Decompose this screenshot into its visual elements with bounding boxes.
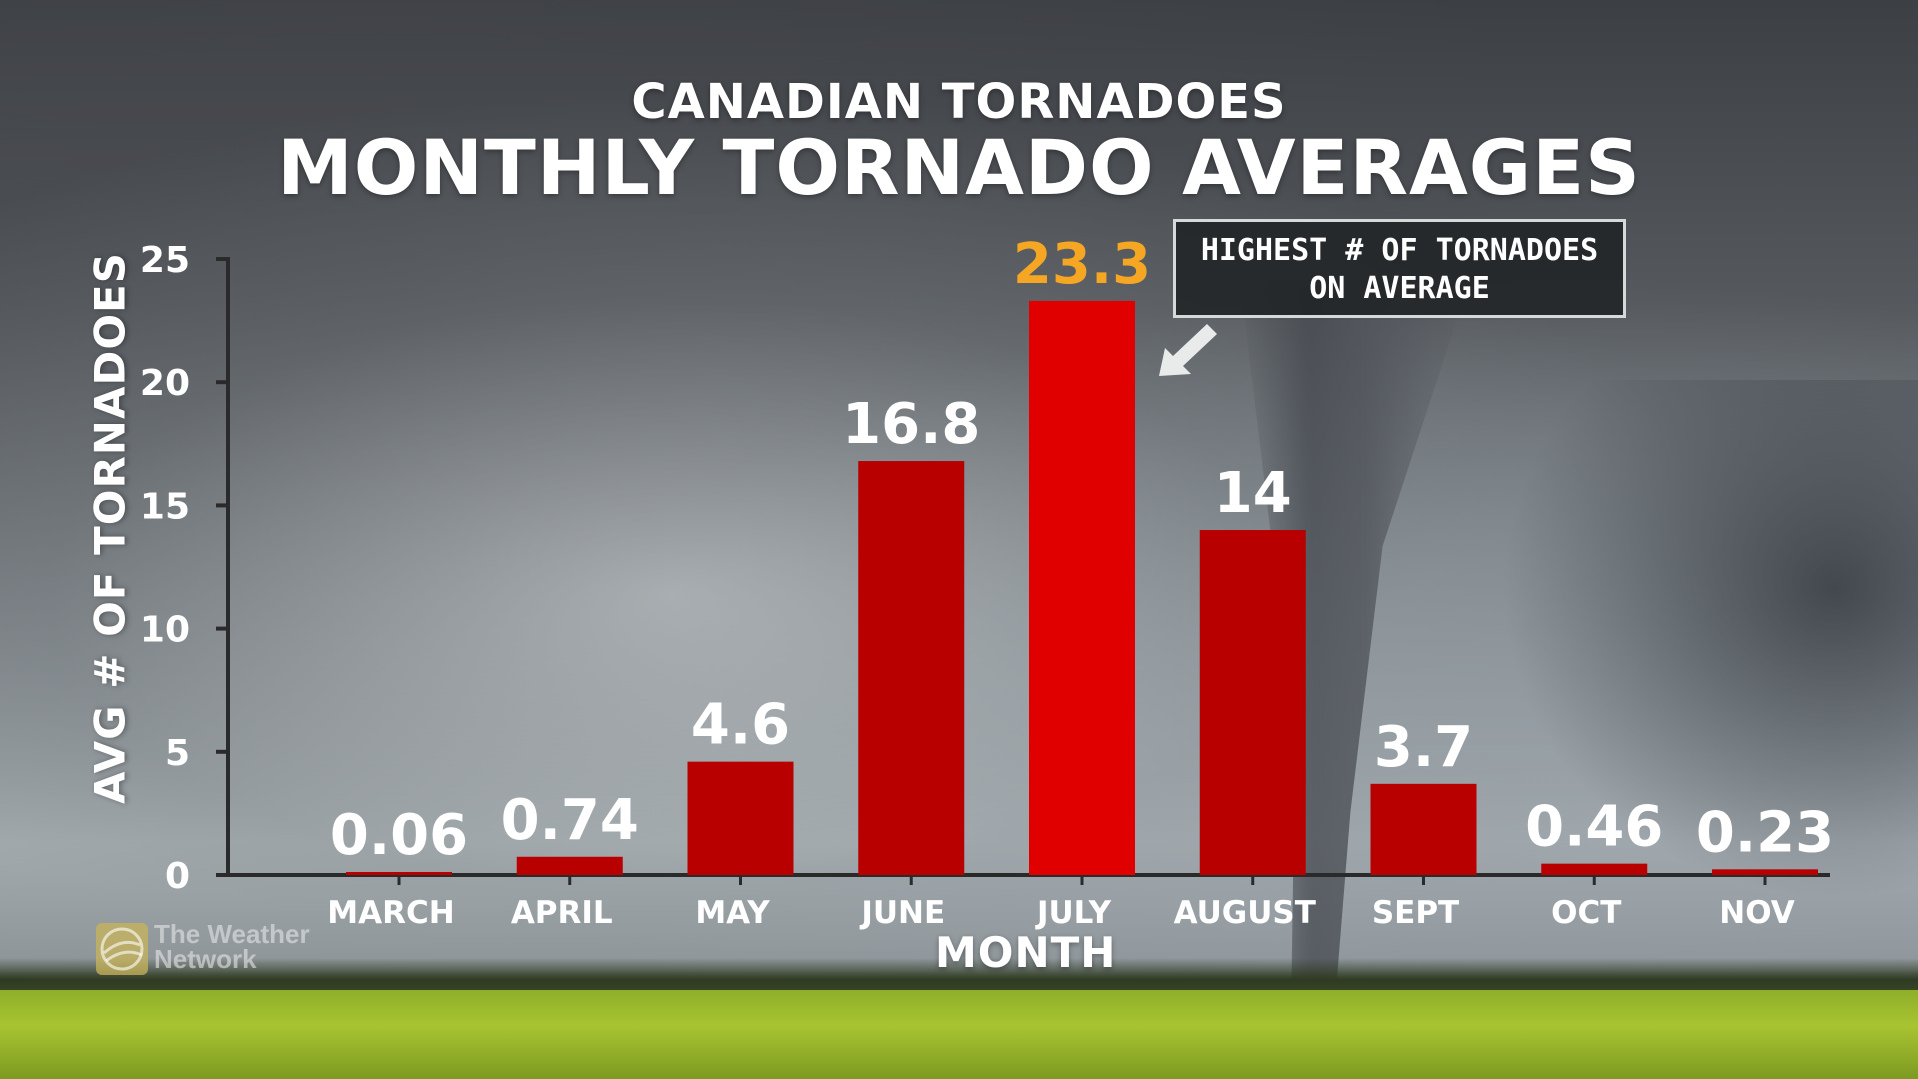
bar-july <box>1029 300 1135 875</box>
callout-arrow-icon <box>1159 324 1217 376</box>
data-label-nov: 0.23 <box>1696 800 1834 865</box>
bar-august <box>1199 530 1306 875</box>
globe-icon <box>96 923 148 975</box>
logo-text-line-1: The Weather <box>154 919 310 949</box>
chart-title: MONTHLY TORNADO AVERAGES <box>277 123 1641 212</box>
chart-bars <box>346 300 1818 875</box>
x-tick-label-nov: NOV <box>1719 895 1794 931</box>
canola-field-background <box>0 990 1918 1079</box>
data-label-august: 14 <box>1214 461 1292 526</box>
data-label-july: 23.3 <box>1013 232 1151 297</box>
y-tick-label: 25 <box>140 240 190 281</box>
bar-june <box>858 461 965 875</box>
bar-oct <box>1541 863 1648 875</box>
x-tick-label-august: AUGUST <box>1174 895 1316 931</box>
x-tick-label-april: APRIL <box>511 895 613 931</box>
x-tick-label-sept: SEPT <box>1372 895 1459 931</box>
x-tick-label-june: JUNE <box>859 895 945 931</box>
chart-subtitle: CANADIAN TORNADOES <box>631 74 1287 130</box>
bar-march <box>346 872 452 875</box>
y-tick-label: 20 <box>140 363 190 404</box>
x-axis-label: MONTH <box>935 928 1117 977</box>
y-tick-label: 10 <box>140 610 190 651</box>
callout-line-1: HIGHEST # OF TORNADOES <box>1200 233 1599 268</box>
data-label-march: 0.06 <box>330 803 468 868</box>
data-label-may: 4.6 <box>691 693 790 758</box>
data-label-sept: 3.7 <box>1374 715 1473 780</box>
x-tick-label-oct: OCT <box>1551 895 1621 931</box>
x-tick-label-july: JULY <box>1035 895 1112 931</box>
y-tick-label: 5 <box>165 733 190 774</box>
y-tick-label: 15 <box>140 486 190 527</box>
bar-may <box>687 761 794 875</box>
bar-april <box>516 856 623 875</box>
x-tick-label-may: MAY <box>695 895 770 931</box>
y-tick-label: 0 <box>165 856 190 897</box>
logo-text-line-2: Network <box>154 944 257 974</box>
chart-axes: 0 5 10 15 20 25 <box>140 240 1830 897</box>
weather-network-logo: The Weather Network <box>96 920 336 980</box>
data-label-oct: 0.46 <box>1525 795 1663 860</box>
data-label-april: 0.74 <box>501 788 639 853</box>
storm-cloud-background <box>1500 380 1918 900</box>
peak-callout-box: HIGHEST # OF TORNADOES ON AVERAGE <box>1173 219 1626 318</box>
data-label-june: 16.8 <box>842 392 980 457</box>
x-tick-label-march: MARCH <box>327 895 454 931</box>
bar-nov <box>1712 869 1818 875</box>
callout-line-2: ON AVERAGE <box>1309 271 1490 306</box>
bar-sept <box>1370 783 1477 875</box>
chart-labels: 0.06 MARCH 0.74 APRIL 4.6 MAY 16.8 JUNE 23.3 JULY… <box>327 232 1834 931</box>
